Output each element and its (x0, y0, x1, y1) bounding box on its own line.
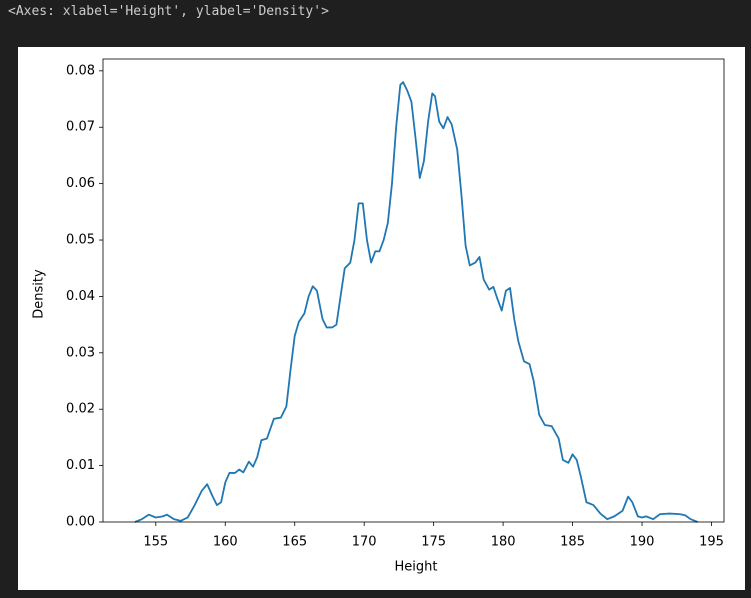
y-tick-label: 0.02 (66, 402, 95, 417)
y-tick-label: 0.04 (66, 289, 95, 304)
x-tick-label: 160 (213, 535, 238, 550)
y-tick-label: 0.01 (66, 458, 95, 473)
x-tick-label: 190 (630, 535, 655, 550)
figure-background (18, 47, 745, 590)
x-axis-label: Height (395, 560, 438, 575)
x-tick-label: 155 (143, 535, 168, 550)
output-text: <Axes: xlabel='Height', ylabel='Density'… (8, 4, 329, 19)
y-tick-label: 0.03 (66, 345, 95, 360)
y-tick-label: 0.07 (66, 120, 95, 135)
y-tick-label: 0.05 (66, 233, 95, 248)
y-tick-label: 0.06 (66, 176, 95, 191)
kde-line (134, 81, 698, 523)
axes-frame (102, 58, 725, 523)
x-tick-label: 175 (421, 535, 446, 550)
y-tick-label: 0.00 (66, 515, 95, 530)
y-tick-label: 0.08 (66, 63, 95, 78)
x-tick-label: 170 (352, 535, 377, 550)
y-axis-label: Density (32, 269, 47, 319)
x-tick-label: 185 (560, 535, 585, 550)
x-tick-label: 165 (282, 535, 307, 550)
x-tick-label: 180 (491, 535, 516, 550)
x-tick-label: 195 (699, 535, 724, 550)
